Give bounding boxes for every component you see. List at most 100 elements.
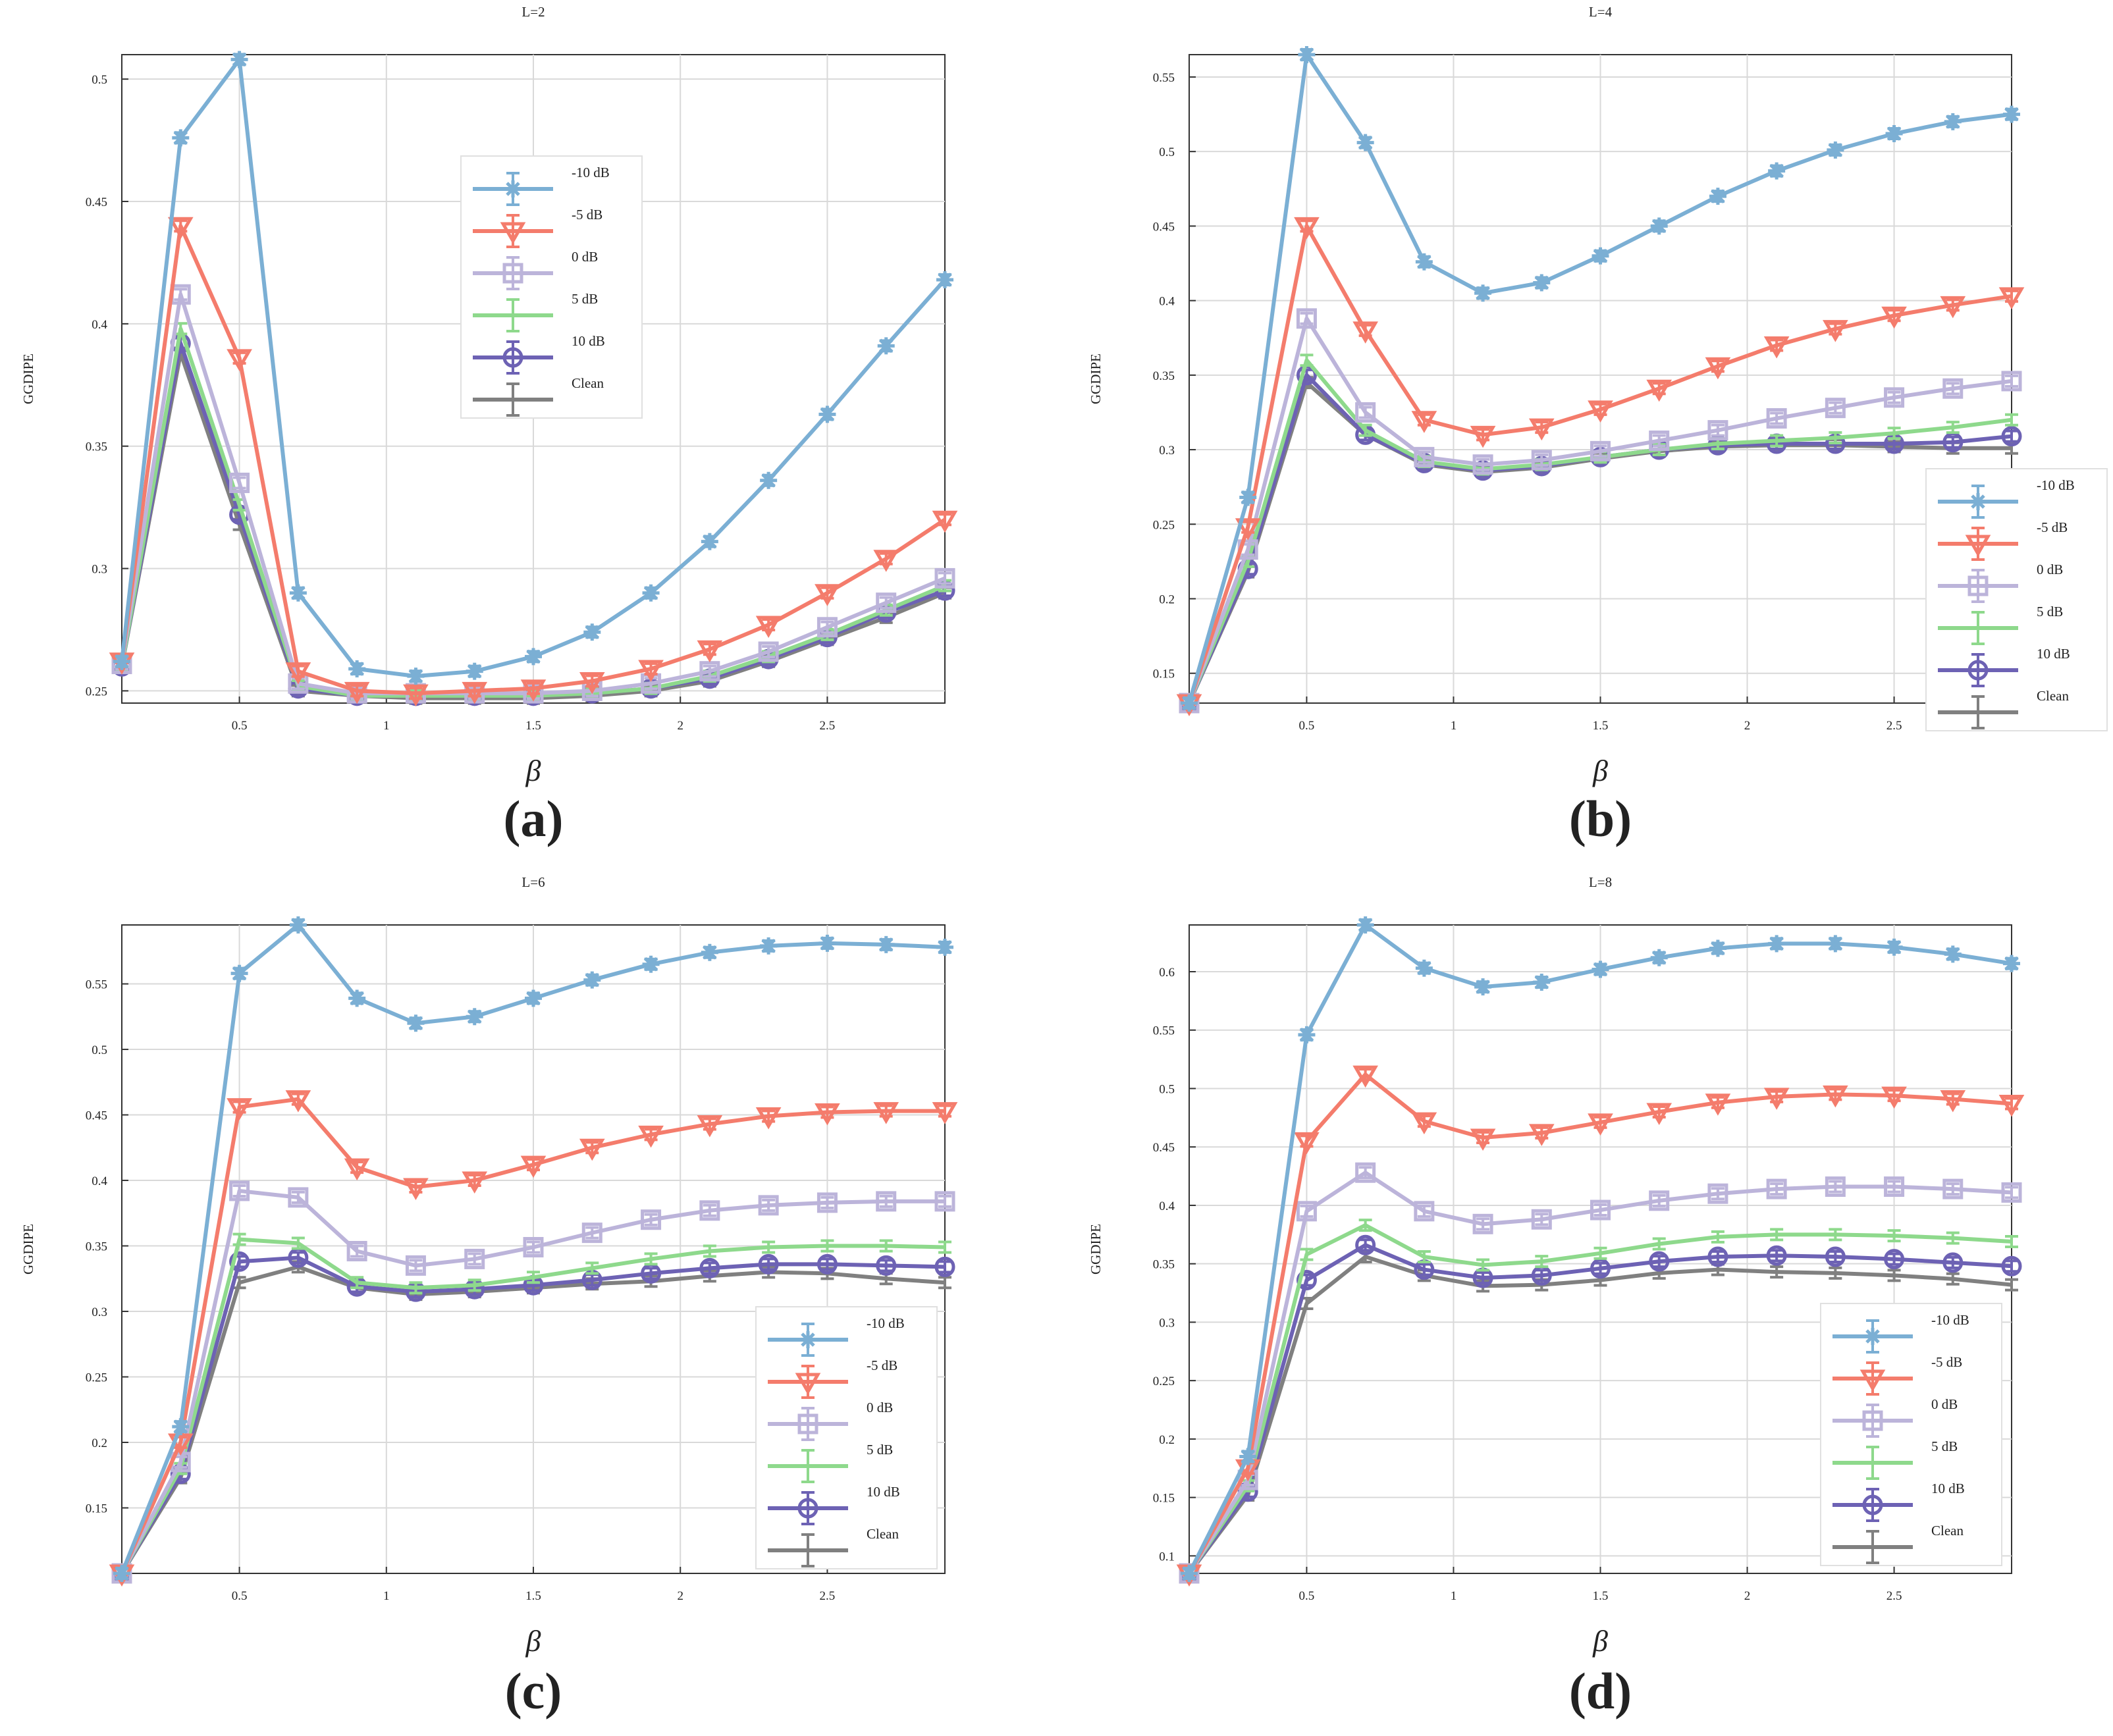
- data-point: [876, 592, 897, 614]
- legend-item-10-db: 10 dB: [1832, 1481, 1965, 1522]
- legend-item-0-db: 0 dB: [768, 1400, 893, 1441]
- error-bar: [879, 1239, 893, 1253]
- data-point: [1591, 247, 1609, 265]
- legend-item-10-db: 10 dB: [473, 333, 605, 375]
- legend-item-5-db: -5 dB: [1832, 1354, 1962, 1396]
- legend-marker: [1967, 660, 1989, 681]
- y-tick-label: 0.4: [92, 318, 107, 332]
- legend-marker: [1859, 1369, 1886, 1392]
- data-point: [289, 916, 307, 934]
- y-tick-label: 0.5: [92, 1043, 107, 1057]
- error-bar: [468, 1252, 481, 1266]
- error-bar: [1652, 1255, 1666, 1269]
- legend-error-bar: [506, 340, 520, 375]
- legend-item-5-db: 5 dB: [473, 291, 598, 332]
- error-bar: [1358, 1219, 1372, 1232]
- error-bar: [1711, 1230, 1725, 1244]
- y-tick-label: 0.25: [1153, 1375, 1175, 1388]
- data-point: [229, 1180, 250, 1201]
- data-point: [523, 1237, 544, 1258]
- x-axis-label: β: [525, 1624, 541, 1658]
- error-bar: [1829, 431, 1842, 444]
- y-tick-label: 0.4: [1159, 295, 1175, 309]
- y-tick-label: 0.4: [92, 1174, 107, 1188]
- error-bar: [232, 1232, 246, 1246]
- legend-label: -5 dB: [2037, 519, 2068, 535]
- data-point: [760, 937, 778, 955]
- data-point: [2001, 1255, 2022, 1276]
- data-point: [1944, 945, 1962, 963]
- data-point: [288, 1187, 309, 1208]
- data-point: [227, 1098, 252, 1120]
- error-bar: [762, 1257, 776, 1271]
- y-tick-label: 0.45: [1153, 220, 1175, 234]
- legend-label: Clean: [1931, 1523, 1964, 1539]
- data-point: [1942, 1252, 1964, 1273]
- legend-label: 10 dB: [2037, 646, 2070, 662]
- data-point: [230, 51, 248, 68]
- legend-label: 0 dB: [1931, 1396, 1958, 1412]
- data-point: [1472, 1213, 1493, 1234]
- data-point: [932, 510, 958, 533]
- legend-label: -10 dB: [572, 165, 610, 180]
- data-point: [525, 648, 542, 666]
- data-point: [579, 1138, 605, 1161]
- data-point: [1181, 1565, 1198, 1582]
- x-tick-label: 2: [1744, 719, 1751, 733]
- data-point: [285, 662, 311, 685]
- data-point: [1885, 938, 1903, 956]
- data-point: [1768, 935, 1786, 953]
- data-point: [229, 1251, 250, 1272]
- data-point: [525, 989, 542, 1007]
- y-tick-label: 0.2: [1159, 1433, 1175, 1447]
- y-tick-label: 0.25: [1153, 518, 1175, 532]
- data-point: [1825, 1246, 1846, 1267]
- legend-error-bar: [506, 256, 520, 290]
- data-point: [1884, 1176, 1905, 1197]
- data-point: [758, 1195, 779, 1216]
- legend-error-bar: [506, 382, 520, 417]
- data-point: [936, 271, 953, 288]
- error-bar: [1829, 401, 1842, 415]
- x-tick-label: 1: [1451, 1589, 1457, 1603]
- data-point: [1414, 1201, 1435, 1222]
- legend-error-bar: [1971, 695, 1985, 729]
- data-point: [1296, 1201, 1317, 1222]
- data-point: [520, 1155, 547, 1178]
- error-bar: [2005, 413, 2018, 427]
- error-bar: [2005, 1234, 2018, 1248]
- y-tick-label: 0.25: [86, 1371, 107, 1385]
- y-tick-label: 0.45: [86, 1109, 107, 1123]
- legend-item-0-db: 0 dB: [1938, 562, 2063, 603]
- error-bar: [938, 571, 951, 585]
- legend-item-5-db: 5 dB: [768, 1442, 893, 1483]
- y-tick-label: 0.25: [86, 685, 107, 698]
- legend: -10 dB -5 dB 0 dB 5 dB 10 dB Clean: [460, 155, 643, 419]
- y-tick-label: 0.4: [1159, 1199, 1175, 1213]
- data-point: [1707, 1246, 1728, 1267]
- data-point: [1881, 1086, 1907, 1109]
- chart-panel-3: 0.5 1 1.5 2 2.5 0.15 0.2 0.25 0.3 0.35 0.4 0.45 0.5 0…: [20, 874, 958, 1720]
- data-point: [403, 684, 429, 707]
- y-tick-label: 0.45: [1153, 1141, 1175, 1155]
- data-point: [1705, 357, 1731, 380]
- data-point: [758, 641, 779, 662]
- error-bar: [1946, 1255, 1960, 1269]
- data-point: [638, 660, 664, 682]
- x-tick-label: 2.5: [820, 719, 836, 733]
- error-bar: [1300, 1248, 1314, 1261]
- error-bar: [1711, 1187, 1725, 1201]
- y-axis-label: GGDIPE: [1088, 1224, 1104, 1275]
- error-bar: [2005, 1259, 2018, 1273]
- error-bar: [703, 1261, 716, 1275]
- error-bar: [938, 1194, 951, 1208]
- data-point: [818, 406, 836, 423]
- data-point: [758, 1253, 779, 1275]
- error-bar: [291, 1236, 305, 1250]
- legend: -10 dB -5 dB 0 dB 5 dB 10 dB Clean: [1820, 1303, 2002, 1566]
- legend-marker: [1862, 1494, 1883, 1515]
- error-bar: [1593, 1261, 1607, 1275]
- legend: -10 dB -5 dB 0 dB 5 dB 10 dB Clean: [1925, 468, 2108, 731]
- legend-box: [1925, 468, 2108, 731]
- legend-marker: [500, 222, 526, 245]
